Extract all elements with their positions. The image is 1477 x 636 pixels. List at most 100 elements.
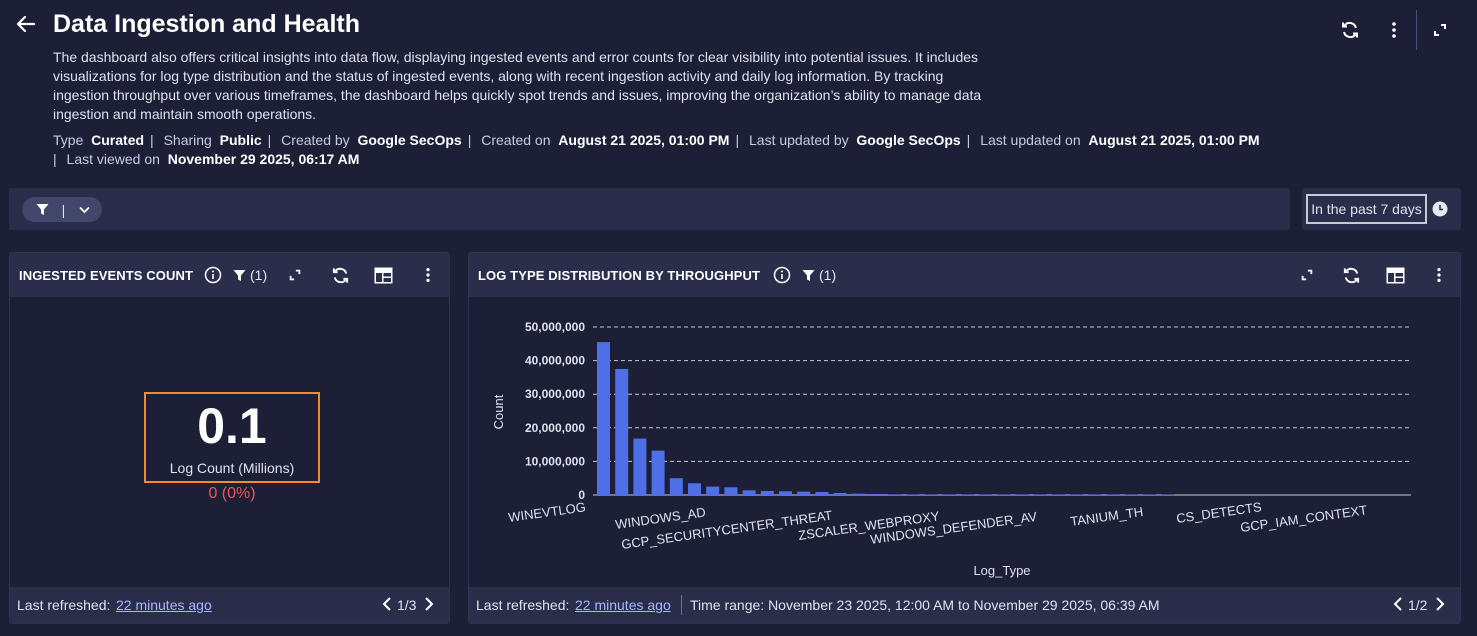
bar xyxy=(597,342,610,495)
card-title: INGESTED EVENTS COUNT xyxy=(19,268,194,283)
refresh-icon xyxy=(332,267,348,283)
filter-bar: | xyxy=(9,188,1290,230)
card-filter-indicator[interactable]: (1) xyxy=(233,267,267,283)
bar xyxy=(833,492,847,495)
expand-card-button[interactable] xyxy=(285,265,305,285)
x-tick-label: WINEVTLOG xyxy=(507,499,586,525)
card-footer: Last refreshed: 22 minutes ago 1/3 xyxy=(10,587,449,623)
log-type-distribution-card: LOG TYPE DISTRIBUTION BY THROUGHPUT (1) … xyxy=(468,252,1461,624)
meta-viewed-value: November 29 2025, 06:17 AM xyxy=(167,151,360,167)
back-button[interactable] xyxy=(14,12,38,36)
bar xyxy=(706,486,720,495)
chevron-left-icon xyxy=(1393,597,1402,611)
filter-icon xyxy=(233,269,246,281)
x-tick-label: TANIUM_TH xyxy=(1069,504,1144,529)
bar xyxy=(979,494,993,495)
next-page-button[interactable] xyxy=(424,597,434,614)
bar xyxy=(1070,494,1084,495)
bar xyxy=(651,450,665,495)
info-icon[interactable] xyxy=(203,265,223,285)
bar xyxy=(906,494,920,495)
filter-icon xyxy=(802,269,815,281)
refreshed-link[interactable]: 22 minutes ago xyxy=(116,597,212,613)
metric-value: 0.1 xyxy=(197,398,267,454)
y-axis-title: Count xyxy=(491,394,506,429)
refreshed-link[interactable]: 22 minutes ago xyxy=(575,597,671,613)
filter-separator: | xyxy=(61,201,66,218)
bar xyxy=(961,494,974,495)
y-tick-label: 30,000,000 xyxy=(525,387,585,401)
meta-updated-by-label: Last updated by xyxy=(749,132,849,148)
bar xyxy=(997,494,1011,495)
prev-page-button[interactable] xyxy=(382,597,392,614)
meta-type-label: Type xyxy=(53,132,84,148)
page-indicator: 1/2 xyxy=(1408,597,1428,613)
clock-icon[interactable] xyxy=(1432,201,1448,217)
chevron-down-icon xyxy=(79,206,90,214)
more-options-button[interactable] xyxy=(1382,18,1406,42)
meta-updated-on-label: Last updated on xyxy=(980,132,1081,148)
meta-created-on-label: Created on xyxy=(481,132,551,148)
refresh-card-button[interactable] xyxy=(1341,265,1361,285)
bar xyxy=(1161,494,1175,495)
card-more-button[interactable] xyxy=(418,265,438,285)
meta-sharing-value: Public xyxy=(219,132,262,148)
time-range-button[interactable]: In the past 7 days xyxy=(1306,194,1427,224)
bar xyxy=(688,483,701,495)
bar xyxy=(797,491,811,495)
fullscreen-button[interactable] xyxy=(1428,18,1452,42)
meta-type-value: Curated xyxy=(91,132,145,148)
meta-created-on-value: August 21 2025, 01:00 PM xyxy=(558,132,730,148)
card-header: INGESTED EVENTS COUNT (1) xyxy=(10,253,449,297)
page-description: The dashboard also offers critical insig… xyxy=(53,49,982,122)
table-view-button[interactable] xyxy=(373,265,393,285)
expand-icon xyxy=(1434,24,1446,36)
filter-count: (1) xyxy=(819,267,837,283)
meta-viewed-label: Last viewed on xyxy=(66,151,160,167)
time-range-selector: In the past 7 days xyxy=(1302,188,1461,230)
chevron-right-icon xyxy=(425,597,434,611)
bar xyxy=(1088,494,1102,495)
meta-updated-by-value: Google SecOps xyxy=(856,132,961,148)
prev-page-button[interactable] xyxy=(1393,597,1403,614)
bar xyxy=(942,494,956,495)
bar xyxy=(669,478,683,495)
metric-highlight-box: 0.1 Log Count (Millions) xyxy=(144,392,320,483)
card-more-button[interactable] xyxy=(1429,265,1449,285)
refreshed-label: Last refreshed: xyxy=(17,597,111,613)
refresh-card-button[interactable] xyxy=(330,265,350,285)
more-vertical-icon xyxy=(1392,22,1396,38)
metric-delta: 0 (0%) xyxy=(208,485,256,502)
time-range-text: Time range: November 23 2025, 12:00 AM t… xyxy=(690,597,1160,613)
filter-chip[interactable]: | xyxy=(22,197,102,222)
refreshed-label: Last refreshed: xyxy=(476,597,570,613)
card-filter-indicator[interactable]: (1) xyxy=(802,267,836,283)
bar xyxy=(742,490,756,495)
page-title: Data Ingestion and Health xyxy=(53,10,360,38)
y-tick-label: 0 xyxy=(578,488,585,502)
refresh-icon xyxy=(1342,21,1358,39)
expand-card-button[interactable] xyxy=(1297,265,1317,285)
meta-created-by-value: Google SecOps xyxy=(357,132,462,148)
y-tick-label: 10,000,000 xyxy=(525,454,585,468)
chevron-left-icon xyxy=(382,597,391,611)
refresh-dashboard-button[interactable] xyxy=(1338,18,1362,42)
bar xyxy=(1106,494,1120,495)
bar xyxy=(1124,494,1138,495)
bar xyxy=(1052,494,1065,495)
bar xyxy=(1015,494,1029,495)
table-view-button[interactable] xyxy=(1385,265,1405,285)
expand-icon xyxy=(289,269,301,281)
info-icon[interactable] xyxy=(772,265,792,285)
dashboard-meta: Type Curated | Sharing Public | Created by… xyxy=(53,132,1260,167)
ingested-events-card: INGESTED EVENTS COUNT (1) 0.1 Log Count … xyxy=(9,252,450,624)
footer-divider xyxy=(681,595,682,615)
next-page-button[interactable] xyxy=(1435,597,1445,614)
bar xyxy=(1143,494,1156,495)
meta-sharing-label: Sharing xyxy=(163,132,212,148)
bar xyxy=(815,491,829,495)
bar xyxy=(615,369,629,495)
page-indicator: 1/3 xyxy=(397,597,417,613)
bar xyxy=(870,493,883,495)
bar xyxy=(633,438,647,495)
